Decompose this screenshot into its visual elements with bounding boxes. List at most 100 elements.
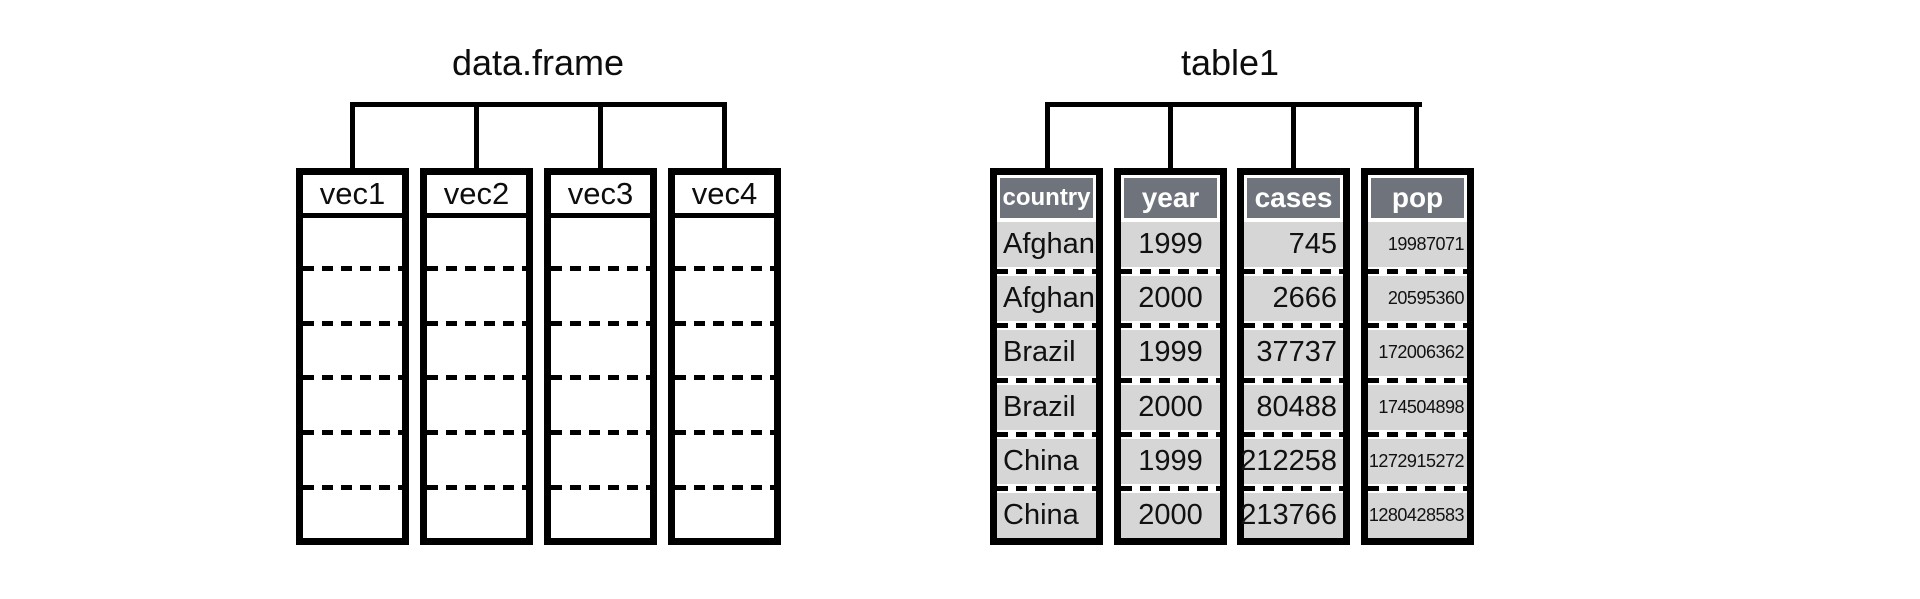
vec-column-body bbox=[427, 218, 526, 538]
data-cell: 2000 bbox=[1121, 276, 1220, 322]
dashed-line bbox=[1244, 431, 1343, 437]
empty-cell bbox=[675, 437, 774, 484]
row-separator bbox=[1368, 267, 1467, 277]
dashed-line bbox=[997, 269, 1096, 275]
row-separator bbox=[427, 318, 526, 328]
row-separator bbox=[675, 263, 774, 273]
vec-column-header: vec2 bbox=[427, 175, 526, 218]
row-separator bbox=[1244, 321, 1343, 331]
left-tree-drop-line-4 bbox=[722, 102, 727, 168]
empty-cell bbox=[675, 272, 774, 319]
dashed-line bbox=[997, 323, 1096, 329]
row-separator bbox=[303, 428, 402, 438]
vec-column-body bbox=[303, 218, 402, 538]
right-tree-drop-line-4 bbox=[1414, 102, 1419, 168]
right-tree-drop-line-1 bbox=[1045, 102, 1050, 168]
data-cell: 174504898 bbox=[1368, 384, 1467, 430]
dashed-line bbox=[1121, 377, 1220, 383]
empty-cell bbox=[427, 492, 526, 538]
dashed-line bbox=[1368, 431, 1467, 437]
row-separator bbox=[997, 321, 1096, 331]
data-cell: 745 bbox=[1244, 222, 1343, 268]
left-tree-drop-line-2 bbox=[474, 102, 479, 168]
row-separator bbox=[427, 483, 526, 493]
data-cell: 1999 bbox=[1121, 222, 1220, 268]
row-separator bbox=[427, 263, 526, 273]
table-column-country: country Afghan Afghan Brazil Brazil Chin… bbox=[990, 168, 1103, 545]
data-cell: 212258 bbox=[1240, 438, 1343, 484]
dashed-line bbox=[675, 485, 774, 491]
dashed-line bbox=[551, 320, 650, 326]
dashed-line bbox=[551, 375, 650, 381]
row-separator bbox=[997, 267, 1096, 277]
row-separator bbox=[1244, 375, 1343, 385]
dashed-line bbox=[997, 485, 1096, 491]
data-cell: 2666 bbox=[1244, 276, 1343, 322]
dashed-line bbox=[303, 485, 402, 491]
vec-column-header: vec4 bbox=[675, 175, 774, 218]
dashed-line bbox=[427, 375, 526, 381]
dashed-line bbox=[1368, 323, 1467, 329]
dashed-line bbox=[303, 320, 402, 326]
row-separator bbox=[551, 483, 650, 493]
empty-cell bbox=[427, 272, 526, 319]
table-column-header: country bbox=[1000, 178, 1093, 218]
empty-cell bbox=[551, 492, 650, 538]
data-cell: Afghan bbox=[997, 222, 1096, 268]
row-separator bbox=[997, 375, 1096, 385]
row-separator bbox=[1368, 375, 1467, 385]
empty-cell bbox=[427, 382, 526, 429]
row-separator bbox=[1368, 429, 1467, 439]
table-column-header: year bbox=[1124, 178, 1217, 218]
row-separator bbox=[1121, 375, 1220, 385]
table-column-body: 19987071 20595360 172006362 174504898 12… bbox=[1368, 222, 1467, 539]
data-cell: 172006362 bbox=[1368, 330, 1467, 376]
left-diagram-title: data.frame bbox=[451, 42, 625, 83]
dashed-line bbox=[1368, 269, 1467, 275]
empty-cell bbox=[551, 382, 650, 429]
empty-cell bbox=[303, 218, 402, 264]
empty-cell bbox=[303, 437, 402, 484]
table-column-header: cases bbox=[1247, 178, 1340, 218]
table-column-cases: cases 745 2666 37737 80488 212258 213766 bbox=[1237, 168, 1350, 545]
dashed-line bbox=[675, 430, 774, 436]
row-separator bbox=[551, 263, 650, 273]
table-column-body: 1999 2000 1999 2000 1999 2000 bbox=[1121, 222, 1220, 539]
dashed-line bbox=[675, 265, 774, 271]
dashed-line bbox=[427, 430, 526, 436]
data-cell: 1999 bbox=[1121, 330, 1220, 376]
dashed-line bbox=[675, 375, 774, 381]
row-separator bbox=[1368, 483, 1467, 493]
right-tree-horizontal-line bbox=[1045, 102, 1422, 107]
dashed-line bbox=[997, 377, 1096, 383]
table-column-body: Afghan Afghan Brazil Brazil China China bbox=[997, 222, 1096, 539]
dashed-line bbox=[997, 431, 1096, 437]
vec-column-4: vec4 bbox=[668, 168, 781, 545]
empty-cell bbox=[303, 272, 402, 319]
row-separator bbox=[303, 483, 402, 493]
empty-cell bbox=[675, 492, 774, 538]
dashed-line bbox=[1244, 485, 1343, 491]
data-cell: 1999 bbox=[1121, 438, 1220, 484]
row-separator bbox=[303, 373, 402, 383]
data-cell: 213766 bbox=[1240, 492, 1343, 539]
row-separator bbox=[303, 263, 402, 273]
left-tree-horizontal-line bbox=[350, 102, 727, 107]
row-separator bbox=[551, 318, 650, 328]
dashed-line bbox=[1121, 269, 1220, 275]
row-separator bbox=[303, 318, 402, 328]
dashed-line bbox=[1121, 485, 1220, 491]
vec-column-header: vec3 bbox=[551, 175, 650, 218]
row-separator bbox=[427, 428, 526, 438]
data-cell: 2000 bbox=[1121, 384, 1220, 430]
data-cell: 80488 bbox=[1244, 384, 1343, 430]
data-cell: China bbox=[997, 492, 1096, 539]
dashed-line bbox=[1244, 323, 1343, 329]
vec-column-body bbox=[675, 218, 774, 538]
dashed-line bbox=[1368, 377, 1467, 383]
row-separator bbox=[1244, 483, 1343, 493]
data-cell: Brazil bbox=[997, 330, 1096, 376]
table-column-body: 745 2666 37737 80488 212258 213766 bbox=[1240, 222, 1343, 539]
table-column-year: year 1999 2000 1999 2000 1999 2000 bbox=[1114, 168, 1227, 545]
